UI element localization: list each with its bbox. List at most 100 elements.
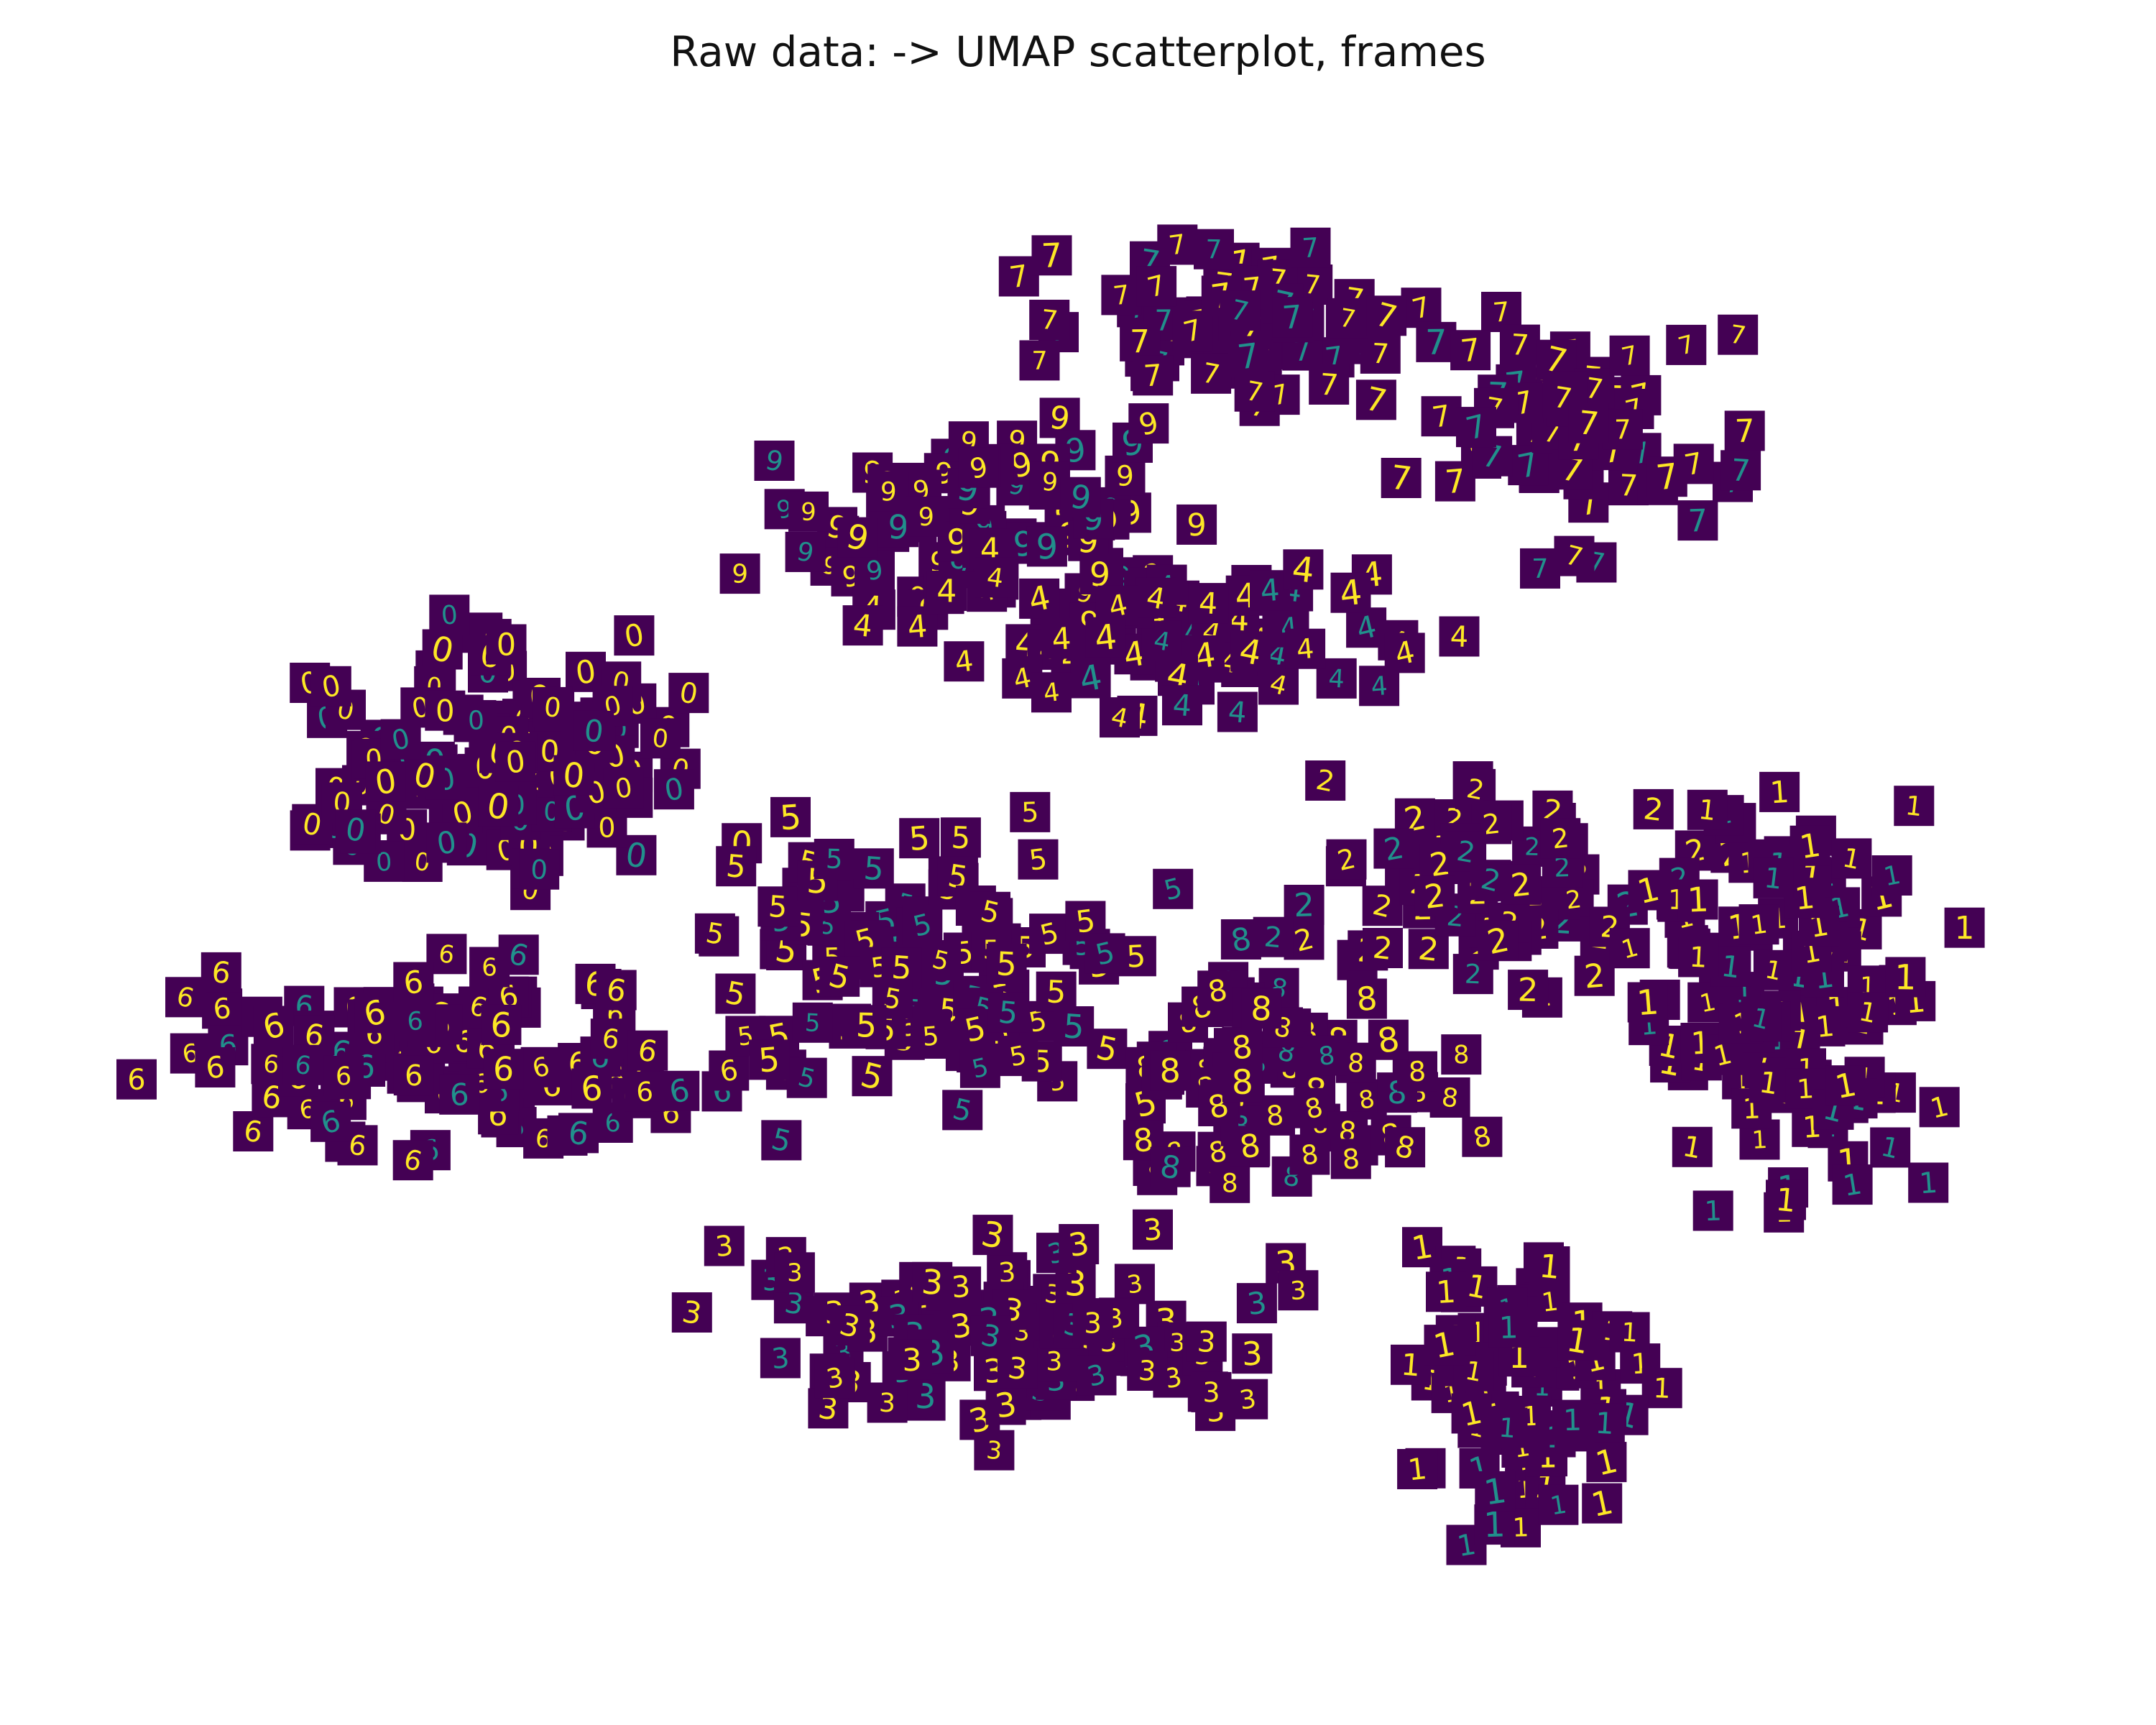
thumbnail-background bbox=[1327, 298, 1368, 339]
thumbnail-background bbox=[842, 605, 883, 646]
digit-glyph: 7 bbox=[1531, 553, 1549, 584]
digit-thumbnail-point: 3 bbox=[671, 1292, 712, 1333]
digit-thumbnail-point: 5 bbox=[757, 886, 798, 927]
digit-thumbnail-point: 0 bbox=[429, 594, 470, 635]
digit-glyph: 5 bbox=[862, 850, 885, 888]
digit-glyph: 5 bbox=[997, 994, 1019, 1031]
digit-thumbnail-point: 5 bbox=[852, 1055, 893, 1098]
digit-thumbnail-point: 0 bbox=[335, 809, 376, 850]
digit-glyph: 0 bbox=[650, 724, 670, 754]
digit-glyph: 1 bbox=[1894, 957, 1917, 998]
digit-thumbnail-point: 9 bbox=[1026, 526, 1067, 568]
digit-thumbnail-point: 0 bbox=[426, 822, 467, 863]
digit-glyph: 8 bbox=[1317, 1041, 1337, 1072]
thumbnail-background bbox=[1724, 410, 1765, 451]
digit-thumbnail-point: 1 bbox=[1870, 1127, 1911, 1168]
digit-glyph: 7 bbox=[1510, 328, 1530, 362]
digit-glyph: 7 bbox=[1031, 347, 1047, 376]
digit-thumbnail-point: 8 bbox=[1462, 1116, 1503, 1157]
digit-thumbnail-point: 6 bbox=[310, 1101, 351, 1142]
digit-glyph: 7 bbox=[1371, 338, 1390, 370]
digit-thumbnail-point: 3 bbox=[1186, 1321, 1227, 1362]
thumbnail-background bbox=[785, 531, 826, 572]
thumbnail-background bbox=[1128, 403, 1169, 444]
thumbnail-background bbox=[1421, 396, 1462, 437]
digit-glyph: 1 bbox=[1512, 1513, 1529, 1543]
digit-glyph: 5 bbox=[1125, 938, 1146, 974]
digit-thumbnail-point: 3 bbox=[1227, 1379, 1268, 1420]
digit-glyph: 7 bbox=[1687, 503, 1708, 540]
digit-thumbnail-point: 9 bbox=[906, 496, 946, 537]
digit-thumbnail-point: 8 bbox=[1241, 988, 1282, 1029]
digit-glyph: 7 bbox=[1459, 332, 1483, 370]
digit-thumbnail-point: 3 bbox=[970, 1315, 1011, 1356]
digit-thumbnail-point: 4 bbox=[1031, 672, 1072, 713]
digit-thumbnail-point: 1 bbox=[1672, 1126, 1713, 1167]
digit-glyph: 1 bbox=[1400, 1347, 1422, 1384]
digit-thumbnail-point: 7 bbox=[1666, 324, 1707, 365]
digit-glyph: 1 bbox=[1815, 1010, 1836, 1044]
digit-glyph: 4 bbox=[1337, 572, 1364, 615]
digit-glyph: 7 bbox=[1143, 358, 1164, 394]
digit-thumbnail-point: 1 bbox=[1825, 1065, 1866, 1106]
thumbnail-background bbox=[906, 496, 946, 537]
thumbnail-background bbox=[1499, 324, 1540, 365]
digit-thumbnail-point: 0 bbox=[456, 700, 497, 740]
thumbnail-background bbox=[1602, 409, 1643, 450]
digit-thumbnail-point: 3 bbox=[704, 1225, 745, 1266]
digit-glyph: 1 bbox=[1774, 1182, 1797, 1220]
digit-glyph: 7 bbox=[1730, 452, 1751, 489]
digit-thumbnail-point: 4 bbox=[926, 571, 967, 611]
digit-glyph: 9 bbox=[880, 477, 897, 507]
digit-glyph: 4 bbox=[1370, 671, 1388, 702]
thumbnail-background bbox=[1456, 407, 1496, 448]
digit-thumbnail-point: 1 bbox=[1397, 1449, 1438, 1489]
digit-glyph: 9 bbox=[865, 556, 885, 587]
digit-thumbnail-point: 1 bbox=[1627, 982, 1668, 1024]
digit-thumbnail-point: 3 bbox=[774, 1252, 815, 1293]
thumbnail-background bbox=[1234, 371, 1275, 412]
digit-thumbnail-point: 5 bbox=[1153, 868, 1194, 909]
digit-glyph: 2 bbox=[1263, 921, 1284, 954]
digit-thumbnail-point: 4 bbox=[1041, 618, 1082, 659]
digit-glyph: 6 bbox=[402, 964, 425, 1002]
digit-glyph: 1 bbox=[1796, 1073, 1815, 1105]
digit-glyph: 1 bbox=[1955, 910, 1975, 947]
digit-thumbnail-point: 1 bbox=[1944, 907, 1985, 948]
digit-thumbnail-point: 7 bbox=[1450, 330, 1491, 371]
digit-glyph: 2 bbox=[1550, 822, 1570, 855]
digit-thumbnail-point: 9 bbox=[1176, 504, 1217, 545]
thumbnail-background bbox=[1720, 450, 1761, 491]
thumbnail-background bbox=[719, 553, 760, 594]
digit-glyph: 5 bbox=[921, 1021, 940, 1052]
digit-glyph: 4 bbox=[953, 645, 975, 680]
digit-thumbnail-point: 9 bbox=[837, 516, 878, 560]
digit-glyph: 5 bbox=[1062, 1006, 1086, 1046]
digit-glyph: 3 bbox=[1289, 1276, 1307, 1306]
digit-glyph: 2 bbox=[1464, 959, 1482, 990]
digit-thumbnail-point: 5 bbox=[902, 905, 943, 945]
thumbnail-background bbox=[788, 491, 829, 532]
thumbnail-background bbox=[926, 571, 967, 611]
thumbnail-background bbox=[1285, 628, 1326, 669]
digit-thumbnail-point: 1 bbox=[1919, 1087, 1960, 1128]
digit-glyph: 7 bbox=[1388, 457, 1414, 498]
digit-thumbnail-point: 1 bbox=[1741, 998, 1782, 1039]
digit-glyph: 8 bbox=[1408, 1055, 1427, 1087]
digit-thumbnail-point: 1 bbox=[1488, 1307, 1529, 1348]
digit-glyph: 4 bbox=[1259, 572, 1281, 609]
digit-thumbnail-point: 8 bbox=[1330, 1138, 1371, 1179]
thumbnail-background bbox=[754, 441, 795, 481]
digit-thumbnail-point: 1 bbox=[1609, 1312, 1650, 1353]
digit-thumbnail-point: 6 bbox=[165, 977, 206, 1018]
digit-glyph: 3 bbox=[985, 1436, 1003, 1466]
digit-thumbnail-point: 2 bbox=[1373, 828, 1414, 869]
digit-thumbnail-point: 0 bbox=[495, 741, 536, 782]
digit-glyph: 4 bbox=[1092, 617, 1119, 659]
digit-thumbnail-point: 1 bbox=[1529, 1246, 1570, 1287]
thumbnail-background bbox=[1031, 672, 1072, 713]
digit-thumbnail-point: 1 bbox=[1582, 1482, 1623, 1524]
digit-glyph: 1 bbox=[1704, 1195, 1723, 1227]
digit-glyph: 7 bbox=[1112, 280, 1132, 312]
